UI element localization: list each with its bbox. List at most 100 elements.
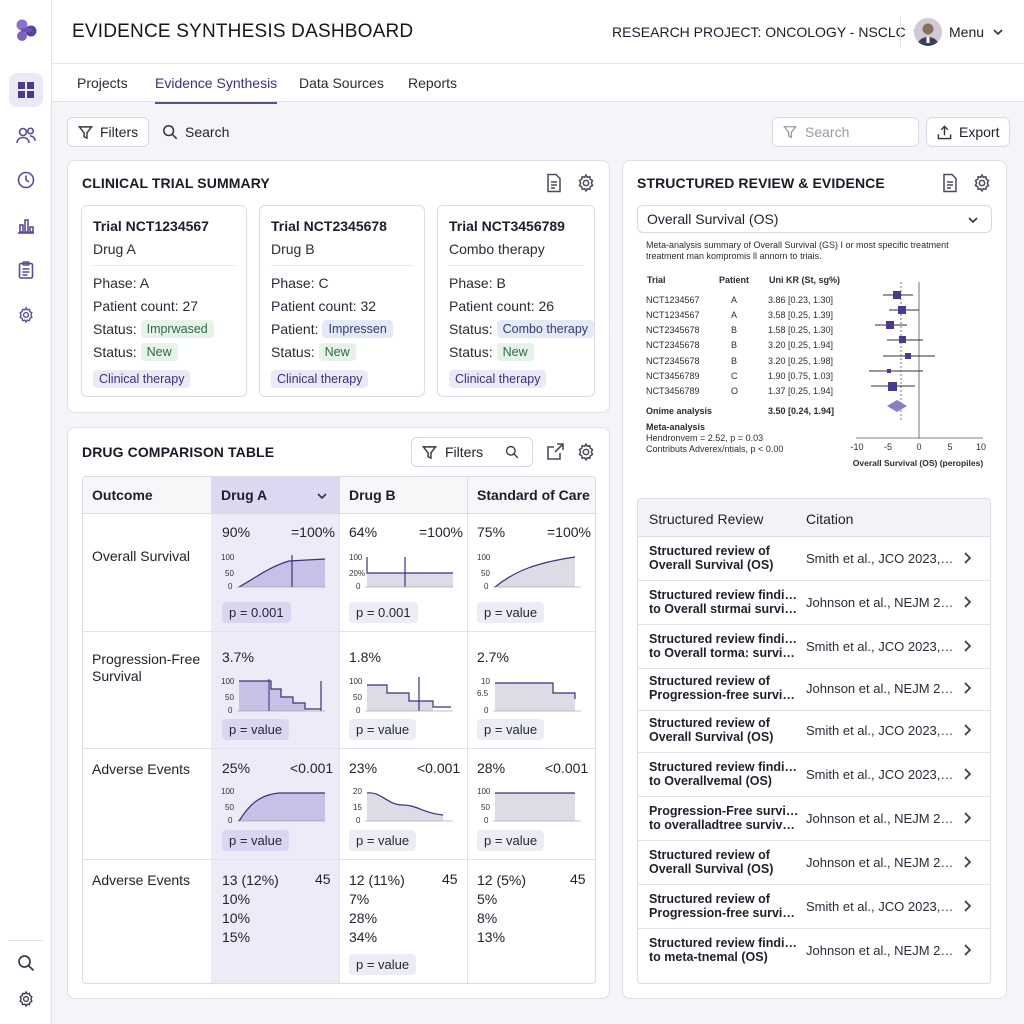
review-row[interactable]: Structured review of Overall Survival (OS… xyxy=(638,841,990,885)
comparison-filters-button[interactable]: Filters xyxy=(411,437,533,467)
chevron-right-icon[interactable] xyxy=(960,550,974,566)
users-icon[interactable] xyxy=(9,118,43,152)
svg-text:100: 100 xyxy=(221,787,235,796)
column-header-standard-of-care[interactable]: Standard of Care xyxy=(467,477,595,514)
filters-label: Filters xyxy=(100,124,139,140)
trial-card[interactable]: Trial NCT1234567 Drug A Phase: A Patient… xyxy=(81,205,247,397)
review-row[interactable]: Structured review findings to Overall stı… xyxy=(638,581,990,625)
review-row[interactable]: Structured review of Progression-free sur… xyxy=(638,667,990,711)
gear-icon[interactable] xyxy=(576,442,596,462)
open-external-icon[interactable] xyxy=(545,442,565,462)
settings-icon[interactable] xyxy=(9,982,43,1016)
app-logo-icon[interactable] xyxy=(12,16,40,44)
trial-patient-count: Patient count: 32 xyxy=(271,298,377,314)
search-icon[interactable] xyxy=(9,946,43,980)
forest-effect: 3.86 [0.23, 1.30] xyxy=(768,295,834,305)
svg-text:0: 0 xyxy=(484,582,489,591)
gear-icon[interactable] xyxy=(972,173,992,193)
history-clock-icon[interactable] xyxy=(9,163,43,197)
tab-data-sources[interactable]: Data Sources xyxy=(299,75,384,91)
review-title-cell: Structured review of Progression-free sur… xyxy=(649,892,801,920)
chevron-right-icon[interactable] xyxy=(960,638,974,654)
cell-value: 3.7% xyxy=(222,649,254,665)
tab-projects[interactable]: Projects xyxy=(77,75,128,91)
column-header-drug-b[interactable]: Drug B xyxy=(339,477,467,514)
review-row[interactable]: Structured review of Progression-free sur… xyxy=(638,885,990,929)
project-selector[interactable]: RESEARCH PROJECT: ONCOLOGY - NSCLC xyxy=(612,24,924,40)
filters-label: Filters xyxy=(445,444,484,460)
row-divider xyxy=(83,859,595,860)
outcome-select[interactable]: Overall Survival (OS) xyxy=(637,205,992,233)
gear-icon[interactable] xyxy=(576,173,596,193)
search-input[interactable] xyxy=(805,124,905,140)
main-tabs: Projects Evidence Synthesis Data Sources… xyxy=(52,64,1024,104)
svg-text:20%: 20% xyxy=(349,569,365,578)
column-header-drug-a[interactable]: Drug A xyxy=(211,477,339,514)
review-row[interactable]: Structured review of Overall Survival (OS… xyxy=(638,709,990,753)
forest-header-trial: Trial xyxy=(647,275,666,285)
chevron-right-icon[interactable] xyxy=(960,942,974,958)
chevron-right-icon[interactable] xyxy=(960,898,974,914)
citation-cell: Smith et al., JCO 2023, doi:... xyxy=(806,723,956,738)
export-button[interactable]: Export xyxy=(926,117,1011,147)
mini-survival-chart: 10 6.5 0 xyxy=(477,677,581,715)
drug-comparison-table: Outcome Drug A Drug B Standard of Care O… xyxy=(82,476,596,984)
svg-text:0: 0 xyxy=(228,816,233,825)
chevron-right-icon[interactable] xyxy=(960,680,974,696)
settings-gear-icon[interactable] xyxy=(9,298,43,332)
column-header-outcome[interactable]: Outcome xyxy=(83,477,211,514)
comparison-title: DRUG COMPARISON TABLE xyxy=(82,444,275,460)
review-title-cell: Progression-Free survival to overalladtre… xyxy=(649,804,801,832)
citation-cell: Johnson et al., NEJM 2022 xyxy=(806,855,956,870)
heterogeneity-stat: Hendronvem = 2.52, p = 0.03 xyxy=(646,433,764,443)
outcome-select-value: Overall Survival (OS) xyxy=(647,211,779,227)
document-icon[interactable] xyxy=(544,173,564,193)
user-menu[interactable]: Menu xyxy=(949,24,1004,40)
review-row[interactable]: Structured review of Overall Survival (OS… xyxy=(638,537,990,581)
clipboard-report-icon[interactable] xyxy=(9,253,43,287)
project-label: RESEARCH PROJECT: ONCOLOGY - NSCLC xyxy=(612,24,906,40)
mini-survival-chart: 100 20% 0 xyxy=(349,553,453,591)
column-header-review[interactable]: Structured Review xyxy=(649,511,764,527)
review-row[interactable]: Structured review findings to Overall tor… xyxy=(638,625,990,669)
review-row[interactable]: Structured review findings to meta-tnemal… xyxy=(638,929,990,973)
svg-text:5: 5 xyxy=(947,442,952,452)
forest-effect: 3.20 [0.25, 1.98] xyxy=(768,356,834,366)
chevron-right-icon[interactable] xyxy=(960,766,974,782)
svg-text:Overall Survival (OS) (peropil: Overall Survival (OS) (peropiles) xyxy=(853,458,984,468)
dashboard-icon[interactable] xyxy=(9,73,43,107)
user-avatar[interactable] xyxy=(914,18,942,46)
tab-reports[interactable]: Reports xyxy=(408,75,458,91)
cell-range: =100% xyxy=(547,524,591,540)
trial-card[interactable]: Trial NCT3456789 Combo therapy Phase: B … xyxy=(437,205,595,397)
meta-analysis-description: Meta-analysis summary of Overall Surviva… xyxy=(646,240,949,261)
chevron-right-icon[interactable] xyxy=(960,810,974,826)
analytics-chart-icon[interactable] xyxy=(9,208,43,242)
chevron-down-icon xyxy=(968,217,978,224)
search-field[interactable] xyxy=(772,117,919,147)
chevron-right-icon[interactable] xyxy=(960,594,974,610)
forest-patient: A xyxy=(731,310,738,320)
review-row[interactable]: Structured review findings to Overallvema… xyxy=(638,753,990,797)
menu-label: Menu xyxy=(949,24,985,40)
svg-text:0: 0 xyxy=(356,706,361,715)
trial-id: Trial NCT3456789 xyxy=(449,218,565,234)
column-header-citation[interactable]: Citation xyxy=(806,511,854,527)
document-icon[interactable] xyxy=(940,173,960,193)
tab-evidence-synthesis[interactable]: Evidence Synthesis xyxy=(155,75,278,104)
chevron-right-icon[interactable] xyxy=(960,854,974,870)
trial-card[interactable]: Trial NCT2345678 Drug B Phase: C Patient… xyxy=(259,205,425,397)
p-value-badge: p = 0.001 xyxy=(222,602,291,623)
cell-value: 64% xyxy=(349,524,378,540)
filters-button[interactable]: Filters xyxy=(67,117,150,147)
chevron-right-icon[interactable] xyxy=(960,722,974,738)
p-value-badge: p = value xyxy=(349,954,417,975)
svg-text:50: 50 xyxy=(481,803,490,812)
cell-range: <0.001 xyxy=(290,760,334,776)
p-value-badge: p = value xyxy=(349,719,417,740)
search-button[interactable]: Search xyxy=(152,117,239,147)
svg-text:0: 0 xyxy=(484,816,489,825)
review-row[interactable]: Progression-Free survival to overalladtre… xyxy=(638,797,990,841)
mini-survival-chart: 100 50 0 xyxy=(221,677,325,715)
rail-divider xyxy=(8,940,44,941)
